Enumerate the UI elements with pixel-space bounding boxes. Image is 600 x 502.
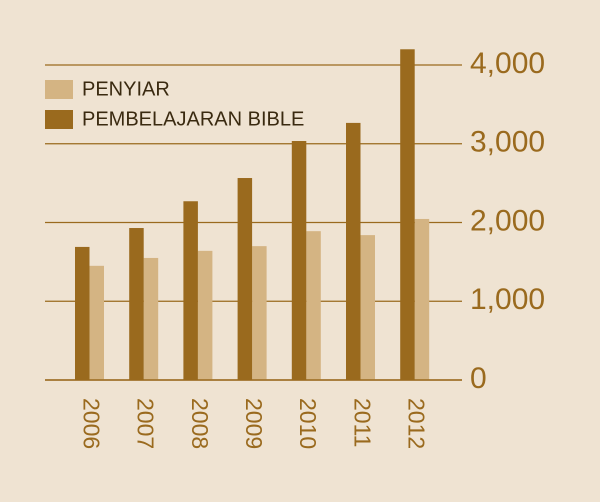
bar	[143, 257, 159, 380]
bar	[129, 228, 144, 380]
bar	[346, 122, 361, 380]
y-tick-label: 0	[470, 362, 487, 395]
legend-label: PENYIAR	[82, 78, 170, 100]
legend-swatch	[45, 110, 73, 129]
bar	[360, 235, 375, 380]
bar	[306, 231, 321, 380]
bar	[75, 246, 90, 380]
y-tick-label: 4,000	[470, 47, 545, 80]
bar	[414, 218, 430, 380]
x-tick-label: 2009	[241, 398, 267, 449]
bar	[237, 178, 253, 380]
bar	[183, 201, 198, 380]
y-tick-label: 2,000	[470, 204, 545, 237]
x-tick-label: 2012	[404, 398, 430, 449]
y-tick-label: 3,000	[470, 126, 545, 159]
x-tick-label: 2010	[295, 398, 321, 449]
bar	[252, 246, 267, 380]
x-tick-label: 2011	[349, 398, 375, 447]
x-tick-label: 2007	[133, 398, 159, 449]
bar	[400, 49, 415, 381]
x-tick-label: 2008	[187, 398, 213, 449]
bar	[197, 250, 213, 380]
bar	[89, 265, 104, 380]
legend-label: PEMBELAJARAN BIBLE	[82, 108, 304, 130]
x-tick-label: 2006	[78, 398, 104, 449]
bar	[291, 141, 307, 380]
y-tick-label: 1,000	[470, 283, 545, 316]
legend-swatch	[45, 80, 73, 99]
